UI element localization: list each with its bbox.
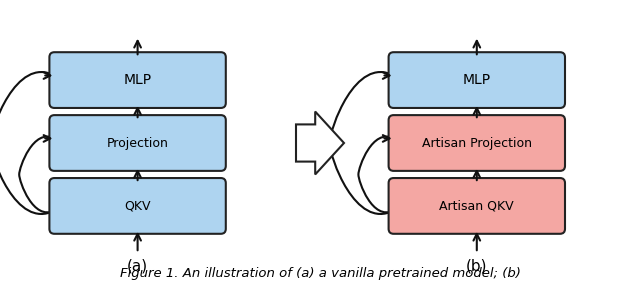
FancyBboxPatch shape [388, 115, 565, 171]
Text: QKV: QKV [124, 199, 151, 212]
Text: (a): (a) [127, 259, 148, 273]
Text: Figure 1. An illustration of (a) a vanilla pretrained model; (b): Figure 1. An illustration of (a) a vanil… [120, 267, 520, 280]
FancyBboxPatch shape [49, 115, 226, 171]
Text: Artisan QKV: Artisan QKV [440, 199, 514, 212]
FancyBboxPatch shape [388, 52, 565, 108]
Text: Projection: Projection [107, 136, 168, 150]
FancyBboxPatch shape [388, 178, 565, 234]
Text: (b): (b) [466, 259, 488, 273]
FancyBboxPatch shape [49, 178, 226, 234]
FancyBboxPatch shape [49, 52, 226, 108]
FancyArrow shape [296, 112, 344, 174]
Text: MLP: MLP [124, 73, 152, 87]
Text: MLP: MLP [463, 73, 491, 87]
Text: Artisan Projection: Artisan Projection [422, 136, 532, 150]
